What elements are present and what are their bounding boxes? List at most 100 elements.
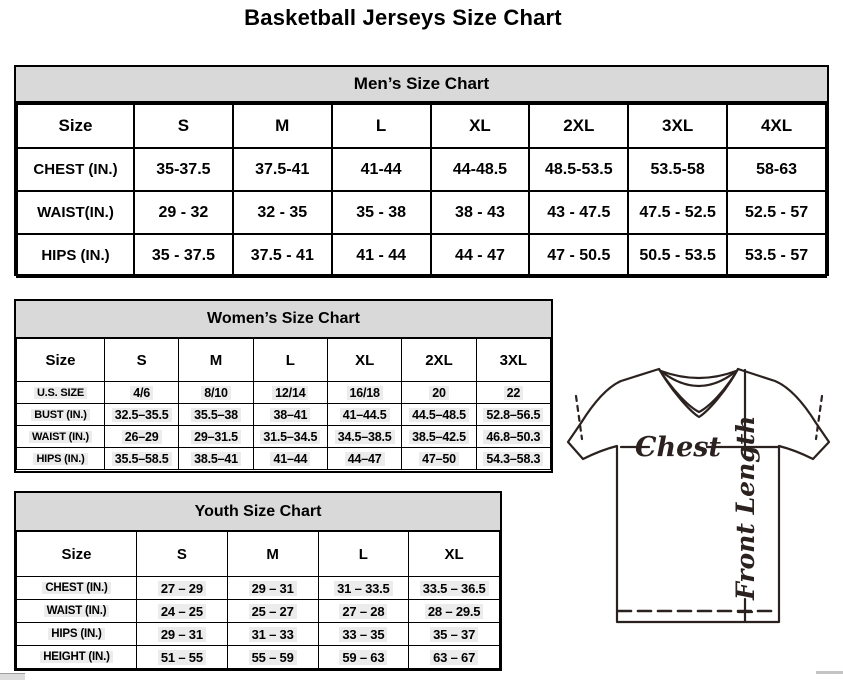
- measurement-cell: 32.5–35.5: [103, 403, 180, 426]
- measurement-cell: 34.5–38.5: [326, 425, 403, 448]
- measurement-cell: 38 - 43: [429, 190, 531, 235]
- chest-measure-label: Chest: [635, 432, 721, 463]
- size-header-cell: M: [178, 338, 254, 382]
- measurement-cell: 20: [401, 381, 477, 404]
- measurement-row: WAIST(IN.) 29 - 32 32 - 35 35 - 38 38 - 43 43…: [16, 190, 827, 235]
- measurement-row: HIPS (IN.) 35 - 37.5 37.5 - 41 41 - 44 44 - …: [16, 233, 827, 278]
- measurement-row: BUST (IN.) 32.5–35.5 35.5–38 38–41 41–44.5 44…: [16, 403, 552, 426]
- size-header-cell: S: [103, 338, 180, 382]
- measurement-cell: 35.5–58.5: [103, 447, 180, 470]
- measurement-cell: 53.5 - 57: [726, 233, 827, 278]
- size-header-cell: XL: [408, 531, 500, 577]
- measurement-cell: 32 - 35: [231, 190, 333, 235]
- measurement-cell: 33 – 35: [317, 622, 410, 646]
- measurement-cell: 37.5 - 41: [231, 233, 333, 278]
- size-header-cell: XL: [429, 103, 531, 149]
- size-header-cell: XL: [326, 338, 403, 382]
- measurement-row: WAIST (IN.) 24 – 25 25 – 27 27 – 28 28 – 29.…: [16, 599, 500, 623]
- size-header-cell: 4XL: [726, 103, 827, 149]
- measurement-row: WAIST (IN.) 26–29 29–31.5 31.5–34.5 34.5–38.…: [16, 425, 552, 448]
- jersey-collar-inner-v: [657, 367, 740, 414]
- measurement-cell: 29 – 31: [136, 622, 228, 646]
- measurement-cell: 38.5–42.5: [401, 425, 477, 448]
- measurement-cell: 35 - 38: [330, 190, 432, 235]
- measurement-cell: 29 - 32: [133, 190, 234, 235]
- size-header-cell: Size: [16, 338, 105, 382]
- measurement-cell: 37.5-41: [231, 147, 333, 192]
- measurement-cell: 31.5–34.5: [252, 425, 328, 448]
- measurement-cell: 35.5–38: [178, 403, 254, 426]
- measurement-row-label: CHEST (IN.): [16, 576, 137, 600]
- size-header-cell: L: [317, 531, 410, 577]
- mens-size-chart-table: Men’s Size Chart Size S M L XL 2XL 3XL 4XL CHEST…: [14, 65, 829, 278]
- measurement-cell: 58-63: [726, 147, 827, 192]
- youth-size-chart-table: Youth Size Chart Size S M L XL CHEST (IN.) 27 …: [14, 491, 502, 671]
- youth-size-chart-title: Youth Size Chart: [16, 493, 500, 531]
- measurement-cell: 35 – 37: [408, 622, 500, 646]
- size-header-row: Size S M L XL: [16, 531, 500, 577]
- womens-size-table: Size S M L XL 2XL 3XL U.S. SIZE 4/6 8/10 12/14 16/1…: [16, 338, 552, 470]
- measurement-row-label: WAIST (IN.): [16, 425, 105, 448]
- womens-size-chart-title: Women’s Size Chart: [16, 301, 551, 338]
- measurement-row-label: CHEST (IN.): [16, 147, 135, 192]
- size-header-cell: M: [231, 103, 333, 149]
- size-header-cell: 3XL: [627, 103, 729, 149]
- measurement-row: HIPS (IN.) 29 – 31 31 – 33 33 – 35 35 – 37: [16, 622, 500, 646]
- measurement-cell: 26–29: [103, 425, 180, 448]
- front-length-measure-line: [736, 368, 754, 623]
- youth-size-table: Size S M L XL CHEST (IN.) 27 – 29 29 – 31 31 – 3…: [16, 531, 500, 669]
- measurement-row-label: HIPS (IN.): [16, 622, 137, 646]
- measurement-row-label: U.S. SIZE: [16, 381, 105, 404]
- measurement-cell: 44 - 47: [429, 233, 531, 278]
- jersey-outline: [566, 367, 831, 624]
- measurement-row: CHEST (IN.) 35-37.5 37.5-41 41-44 44-48.5 48.…: [16, 147, 827, 192]
- horizontal-scrollbar-fragment-right[interactable]: [816, 671, 843, 674]
- measurement-cell: 27 – 28: [317, 599, 410, 623]
- womens-size-chart-table: Women’s Size Chart Size S M L XL 2XL 3XL U.S. S…: [14, 299, 553, 473]
- horizontal-scrollbar-fragment-left[interactable]: [0, 673, 25, 680]
- front-length-measure-label: Front Length: [731, 416, 760, 601]
- measurement-cell: 28 – 29.5: [408, 599, 500, 623]
- jersey-collar-arc-2: [660, 370, 737, 388]
- measurement-cell: 25 – 27: [226, 599, 319, 623]
- measurement-cell: 52.5 - 57: [726, 190, 827, 235]
- measurement-cell: 38.5–41: [178, 447, 254, 470]
- size-header-cell: 2XL: [401, 338, 477, 382]
- measurement-cell: 59 – 63: [317, 645, 410, 669]
- measurement-cell: 35-37.5: [133, 147, 234, 192]
- measurement-cell: 44.5–48.5: [401, 403, 477, 426]
- measurement-cell: 41-44: [330, 147, 432, 192]
- size-header-cell: Size: [16, 103, 135, 149]
- measurement-cell: 16/18: [326, 381, 403, 404]
- measurement-cell: 44-48.5: [429, 147, 531, 192]
- size-header-cell: L: [330, 103, 432, 149]
- mens-size-chart-title: Men’s Size Chart: [16, 67, 827, 103]
- measurement-cell: 47–50: [401, 447, 477, 470]
- measurement-cell: 38–41: [252, 403, 328, 426]
- measurement-row: HIPS (IN.) 35.5–58.5 38.5–41 41–44 44–47 47–5…: [16, 447, 552, 470]
- measurement-cell: 43 - 47.5: [528, 190, 630, 235]
- page-title: Basketball Jerseys Size Chart: [244, 5, 562, 30]
- measurement-cell: 24 – 25: [136, 599, 228, 623]
- measurement-cell: 51 – 55: [136, 645, 228, 669]
- measurement-cell: 48.5-53.5: [528, 147, 630, 192]
- measurement-row: U.S. SIZE 4/6 8/10 12/14 16/18 20 22: [16, 381, 552, 404]
- right-cuff-dashed-line: [814, 394, 824, 441]
- jersey-measurement-diagram: Chest Front Length: [566, 367, 831, 624]
- measurement-row-label: WAIST(IN.): [16, 190, 135, 235]
- jersey-collar-arc-1: [659, 369, 738, 380]
- size-header-cell: L: [252, 338, 328, 382]
- measurement-row-label: WAIST (IN.): [16, 599, 137, 623]
- measurement-cell: 46.8–50.3: [475, 425, 552, 448]
- size-header-cell: S: [133, 103, 234, 149]
- measurement-row-label: HEIGHT (IN.): [16, 645, 137, 669]
- measurement-row-label: HIPS (IN.): [16, 233, 135, 278]
- size-header-row: Size S M L XL 2XL 3XL 4XL: [16, 103, 827, 149]
- size-header-cell: 3XL: [475, 338, 552, 382]
- measurement-cell: 50.5 - 53.5: [627, 233, 729, 278]
- size-header-cell: S: [136, 531, 228, 577]
- measurement-cell: 31 – 33.5: [317, 576, 410, 600]
- mens-size-table: Size S M L XL 2XL 3XL 4XL CHEST (IN.) 35-37.5 37.5…: [16, 103, 827, 278]
- measurement-cell: 22: [475, 381, 552, 404]
- measurement-cell: 41–44: [252, 447, 328, 470]
